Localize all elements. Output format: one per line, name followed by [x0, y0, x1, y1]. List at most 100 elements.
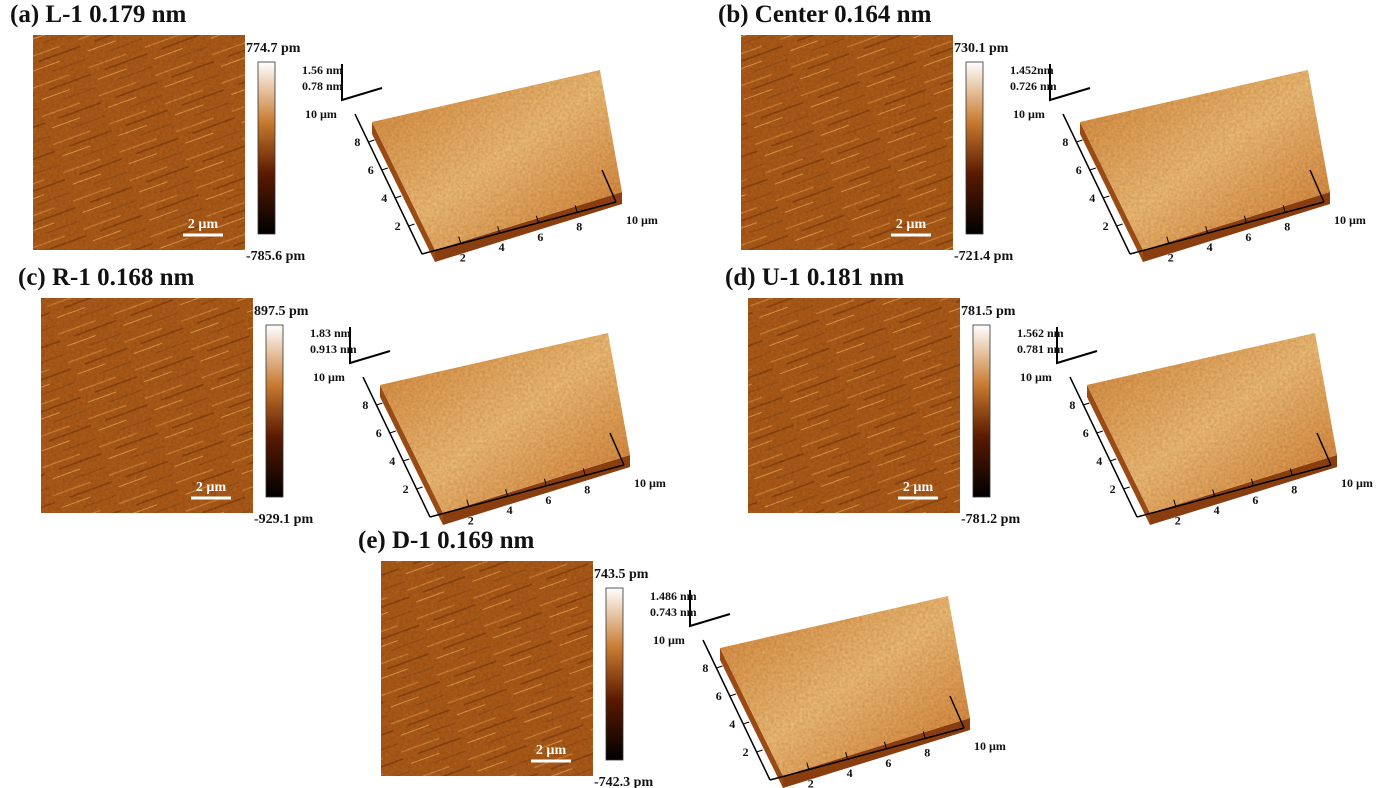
y-tick-label: 6 — [368, 163, 374, 177]
y-tick-label: 6 — [376, 426, 382, 440]
x-tick-label: 2 — [468, 514, 474, 528]
surface-3d — [1087, 333, 1337, 513]
y-tick-label: 4 — [729, 717, 735, 731]
y-tick-label: 8 — [1062, 135, 1068, 149]
scale-bar-label: 2 µm — [188, 217, 219, 232]
height-tick: 0.743 nm — [650, 605, 697, 619]
y-tick-label: 4 — [381, 191, 387, 205]
colorbar — [973, 325, 990, 497]
y-axis-end: 10 µm — [1020, 370, 1052, 384]
surface-3d — [372, 70, 622, 250]
y-tick — [1076, 140, 1082, 142]
colorbar-min: -929.1 pm — [254, 512, 313, 527]
colorbar-max: 743.5 pm — [594, 567, 649, 582]
x-tick-label: 8 — [584, 482, 590, 496]
x-tick-label: 4 — [1214, 503, 1220, 517]
height-tick: 0.78 nm — [302, 79, 343, 93]
x-tick-label: 4 — [1207, 240, 1213, 254]
height-tick: 1.56 nm — [302, 63, 343, 77]
x-tick-label: 6 — [1245, 230, 1251, 244]
x-tick-label: 8 — [924, 745, 930, 759]
y-tick — [1110, 459, 1116, 461]
x-tick-label: 2 — [460, 251, 466, 265]
y-tick-label: 6 — [1076, 163, 1082, 177]
y-tick-label: 2 — [1110, 482, 1116, 496]
y-tick-label: 2 — [743, 745, 749, 759]
y-tick-label: 4 — [1089, 191, 1095, 205]
y-tick — [1083, 403, 1089, 405]
x-tick-label: 4 — [499, 240, 505, 254]
x-axis-end: 10 µm — [634, 476, 666, 490]
colorbar-max: 774.7 pm — [246, 41, 301, 56]
y-tick — [730, 694, 736, 696]
y-tick — [382, 168, 388, 170]
surface-3d — [720, 596, 970, 776]
y-tick-label: 2 — [403, 482, 409, 496]
y-tick-label: 4 — [1096, 454, 1102, 468]
x-tick-label: 6 — [1252, 493, 1258, 507]
colorbar — [258, 62, 275, 234]
scale-bar-label: 2 µm — [903, 480, 934, 495]
y-axis-end: 10 µm — [313, 370, 345, 384]
panel: (d) U-1 0.181 nm 2 µm 781.5 pm -781.2 pm 1.5… — [725, 264, 1373, 528]
colorbar-min: -781.2 pm — [961, 512, 1020, 527]
y-tick — [757, 750, 763, 752]
y-tick — [1103, 196, 1109, 198]
x-tick-label: 8 — [1291, 482, 1297, 496]
colorbar-max: 781.5 pm — [961, 304, 1016, 319]
x-tick-label: 4 — [507, 503, 513, 517]
y-tick-label: 4 — [389, 454, 395, 468]
y-tick-label: 8 — [354, 135, 360, 149]
y-tick-label: 6 — [1083, 426, 1089, 440]
y-tick — [1117, 224, 1123, 226]
y-tick — [390, 431, 396, 433]
x-axis-end: 10 µm — [1334, 213, 1366, 227]
y-tick-label: 2 — [395, 219, 401, 233]
x-tick-label: 6 — [885, 756, 891, 770]
colorbar — [966, 62, 983, 234]
x-tick-label: 2 — [1175, 514, 1181, 528]
y-tick — [1090, 168, 1096, 170]
x-tick-label: 8 — [1284, 219, 1290, 233]
colorbar-min: -742.3 pm — [594, 775, 653, 788]
panel-title: (a) L-1 0.179 nm — [10, 1, 187, 28]
y-tick — [743, 722, 749, 724]
height-tick: 0.913 nm — [310, 342, 357, 356]
y-axis-end: 10 µm — [653, 633, 685, 647]
colorbar-min: -721.4 pm — [954, 249, 1013, 264]
panel-title: (d) U-1 0.181 nm — [725, 264, 904, 291]
surface-3d — [1080, 70, 1330, 250]
scale-bar-label: 2 µm — [196, 480, 227, 495]
y-tick — [368, 140, 374, 142]
panel-title: (b) Center 0.164 nm — [718, 1, 932, 28]
colorbar — [606, 588, 623, 760]
y-tick — [403, 459, 409, 461]
scale-bar-label: 2 µm — [896, 217, 927, 232]
x-tick-label: 2 — [1168, 251, 1174, 265]
x-tick-label: 2 — [808, 777, 814, 788]
height-tick: 1.562 nm — [1017, 326, 1064, 340]
x-axis-end: 10 µm — [626, 213, 658, 227]
height-tick: 1.452nm — [1010, 63, 1054, 77]
height-tick: 0.781 nm — [1017, 342, 1064, 356]
y-tick — [1097, 431, 1103, 433]
height-tick: 0.726 nm — [1010, 79, 1057, 93]
y-tick-label: 6 — [716, 689, 722, 703]
panel-title: (c) R-1 0.168 nm — [18, 264, 195, 291]
y-axis-end: 10 µm — [305, 107, 337, 121]
y-axis-end: 10 µm — [1013, 107, 1045, 121]
y-tick — [1124, 487, 1130, 489]
x-tick-label: 6 — [537, 230, 543, 244]
figure: (a) L-1 0.179 nm2 µm774.7 pm-785.6 pm1.5… — [0, 0, 1376, 788]
y-tick-label: 8 — [362, 398, 368, 412]
z-axis — [342, 64, 382, 100]
height-tick: 1.486 nm — [650, 589, 697, 603]
y-tick — [395, 196, 401, 198]
x-tick-label: 8 — [576, 219, 582, 233]
x-axis-end: 10 µm — [974, 739, 1006, 753]
y-tick-label: 8 — [1069, 398, 1075, 412]
colorbar-max: 730.1 pm — [954, 41, 1009, 56]
